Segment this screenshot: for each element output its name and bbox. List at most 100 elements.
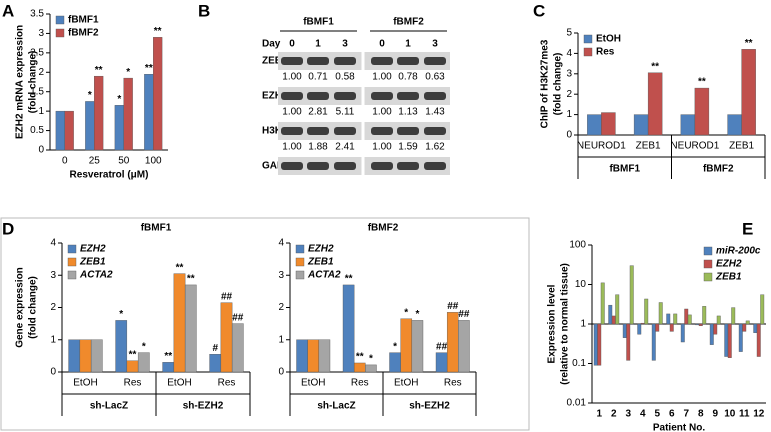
- band: [281, 57, 303, 65]
- bar: [724, 323, 729, 357]
- y-tick-label: 1: [566, 109, 572, 120]
- y-tick-label: 1: [278, 334, 284, 345]
- blot-quant: 1.00: [282, 142, 302, 153]
- bar: [738, 323, 743, 352]
- legend-label: EZH2: [308, 244, 334, 255]
- band: [397, 92, 419, 100]
- blot-group: fBMF2: [393, 17, 424, 28]
- bar: [173, 273, 186, 373]
- value-label: *: [88, 90, 92, 101]
- bar: [629, 265, 634, 325]
- value-label: **: [698, 77, 706, 88]
- value-label: *: [393, 341, 397, 352]
- legend-label: ZEB1: [307, 257, 334, 268]
- y-tick-label: 3: [38, 28, 44, 39]
- bar: [307, 339, 320, 373]
- y-axis-label: Gene expression: [15, 267, 26, 348]
- y-tick-label: 1.5: [30, 86, 44, 97]
- day: 0: [289, 39, 295, 50]
- bar: [666, 313, 671, 325]
- legend-swatch: [583, 47, 593, 57]
- legend-label: ACTA2: [307, 270, 341, 281]
- bar: [79, 339, 92, 373]
- bar: [716, 315, 721, 325]
- y-axis-label: EZH2 mRNA expression: [15, 25, 26, 139]
- bar: [126, 360, 139, 373]
- bar: [94, 75, 104, 151]
- bar: [684, 308, 689, 325]
- value-label: **: [164, 351, 172, 362]
- band: [424, 57, 446, 65]
- bar: [400, 318, 413, 373]
- legend-swatch: [67, 257, 77, 267]
- x-axis-label: Resveratrol (μM): [70, 170, 149, 181]
- y-tick-label: 0.1: [572, 358, 586, 369]
- blot-quant: 0.78: [398, 72, 418, 83]
- group-label: fBMF1: [609, 164, 640, 175]
- bar: [655, 323, 660, 332]
- x-tick-label: 12: [753, 409, 765, 420]
- band: [397, 57, 419, 65]
- day: 0: [379, 39, 385, 50]
- bar: [694, 87, 710, 136]
- y-tick-label: 0: [566, 130, 572, 141]
- bar: [587, 114, 602, 136]
- x-tick-label: NEUROD1: [577, 141, 626, 152]
- bar: [680, 323, 685, 343]
- x-tick-label: 9: [712, 409, 718, 420]
- legend-swatch: [55, 15, 65, 25]
- bar: [756, 323, 761, 357]
- band: [334, 162, 356, 170]
- bar: [745, 320, 750, 325]
- blot-quant: 1.88: [308, 142, 328, 153]
- value-label: **: [651, 61, 659, 72]
- x-tick-label: 25: [89, 156, 101, 167]
- panel-letter: D: [2, 219, 14, 238]
- bar: [727, 114, 742, 136]
- panel-d-frame: [0, 217, 530, 431]
- bar: [695, 323, 700, 326]
- legend-label: Res: [596, 47, 615, 58]
- band: [371, 57, 393, 65]
- legend-swatch: [295, 257, 305, 267]
- legend-swatch: [67, 270, 77, 280]
- band: [281, 92, 303, 100]
- y-axis-label: (relative to normal tissue): [560, 263, 571, 385]
- bar: [669, 323, 674, 332]
- band: [424, 92, 446, 100]
- y-axis-label: ChIP of H3K27me3: [540, 39, 551, 128]
- legend-label: ZEB1: [79, 257, 106, 268]
- bar: [680, 114, 696, 136]
- bar: [742, 323, 747, 332]
- y-tick-label: 5: [566, 28, 572, 39]
- x-tick-label: 2: [611, 409, 617, 420]
- bar: [353, 362, 366, 373]
- y-tick-label: 2: [278, 302, 284, 313]
- blot-group: fBMF1: [303, 17, 334, 28]
- bar: [68, 339, 81, 373]
- legend-swatch: [703, 246, 713, 256]
- group-label: sh-LacZ: [317, 401, 355, 412]
- band: [397, 127, 419, 135]
- value-label: *: [117, 94, 121, 105]
- value-label: **: [176, 262, 184, 273]
- blot-quant: 1.62: [425, 142, 445, 153]
- value-label: **: [129, 349, 137, 360]
- band: [281, 162, 303, 170]
- bar: [637, 323, 642, 335]
- bar: [626, 323, 631, 361]
- bar: [709, 323, 714, 345]
- blot-row-label: ZEB1: [262, 56, 288, 67]
- x-tick-label: Res: [218, 378, 236, 389]
- y-tick-label: 0: [278, 367, 284, 378]
- band: [307, 127, 329, 135]
- y-tick-label: 3: [566, 68, 572, 79]
- bar: [713, 323, 718, 335]
- bar: [114, 105, 124, 151]
- day-label: Day: [262, 39, 281, 50]
- y-axis-label: (fold change): [553, 53, 564, 116]
- value-label: **: [356, 352, 364, 363]
- bar: [600, 282, 605, 325]
- blot-quant: 0.63: [425, 72, 445, 83]
- legend-swatch: [67, 244, 77, 254]
